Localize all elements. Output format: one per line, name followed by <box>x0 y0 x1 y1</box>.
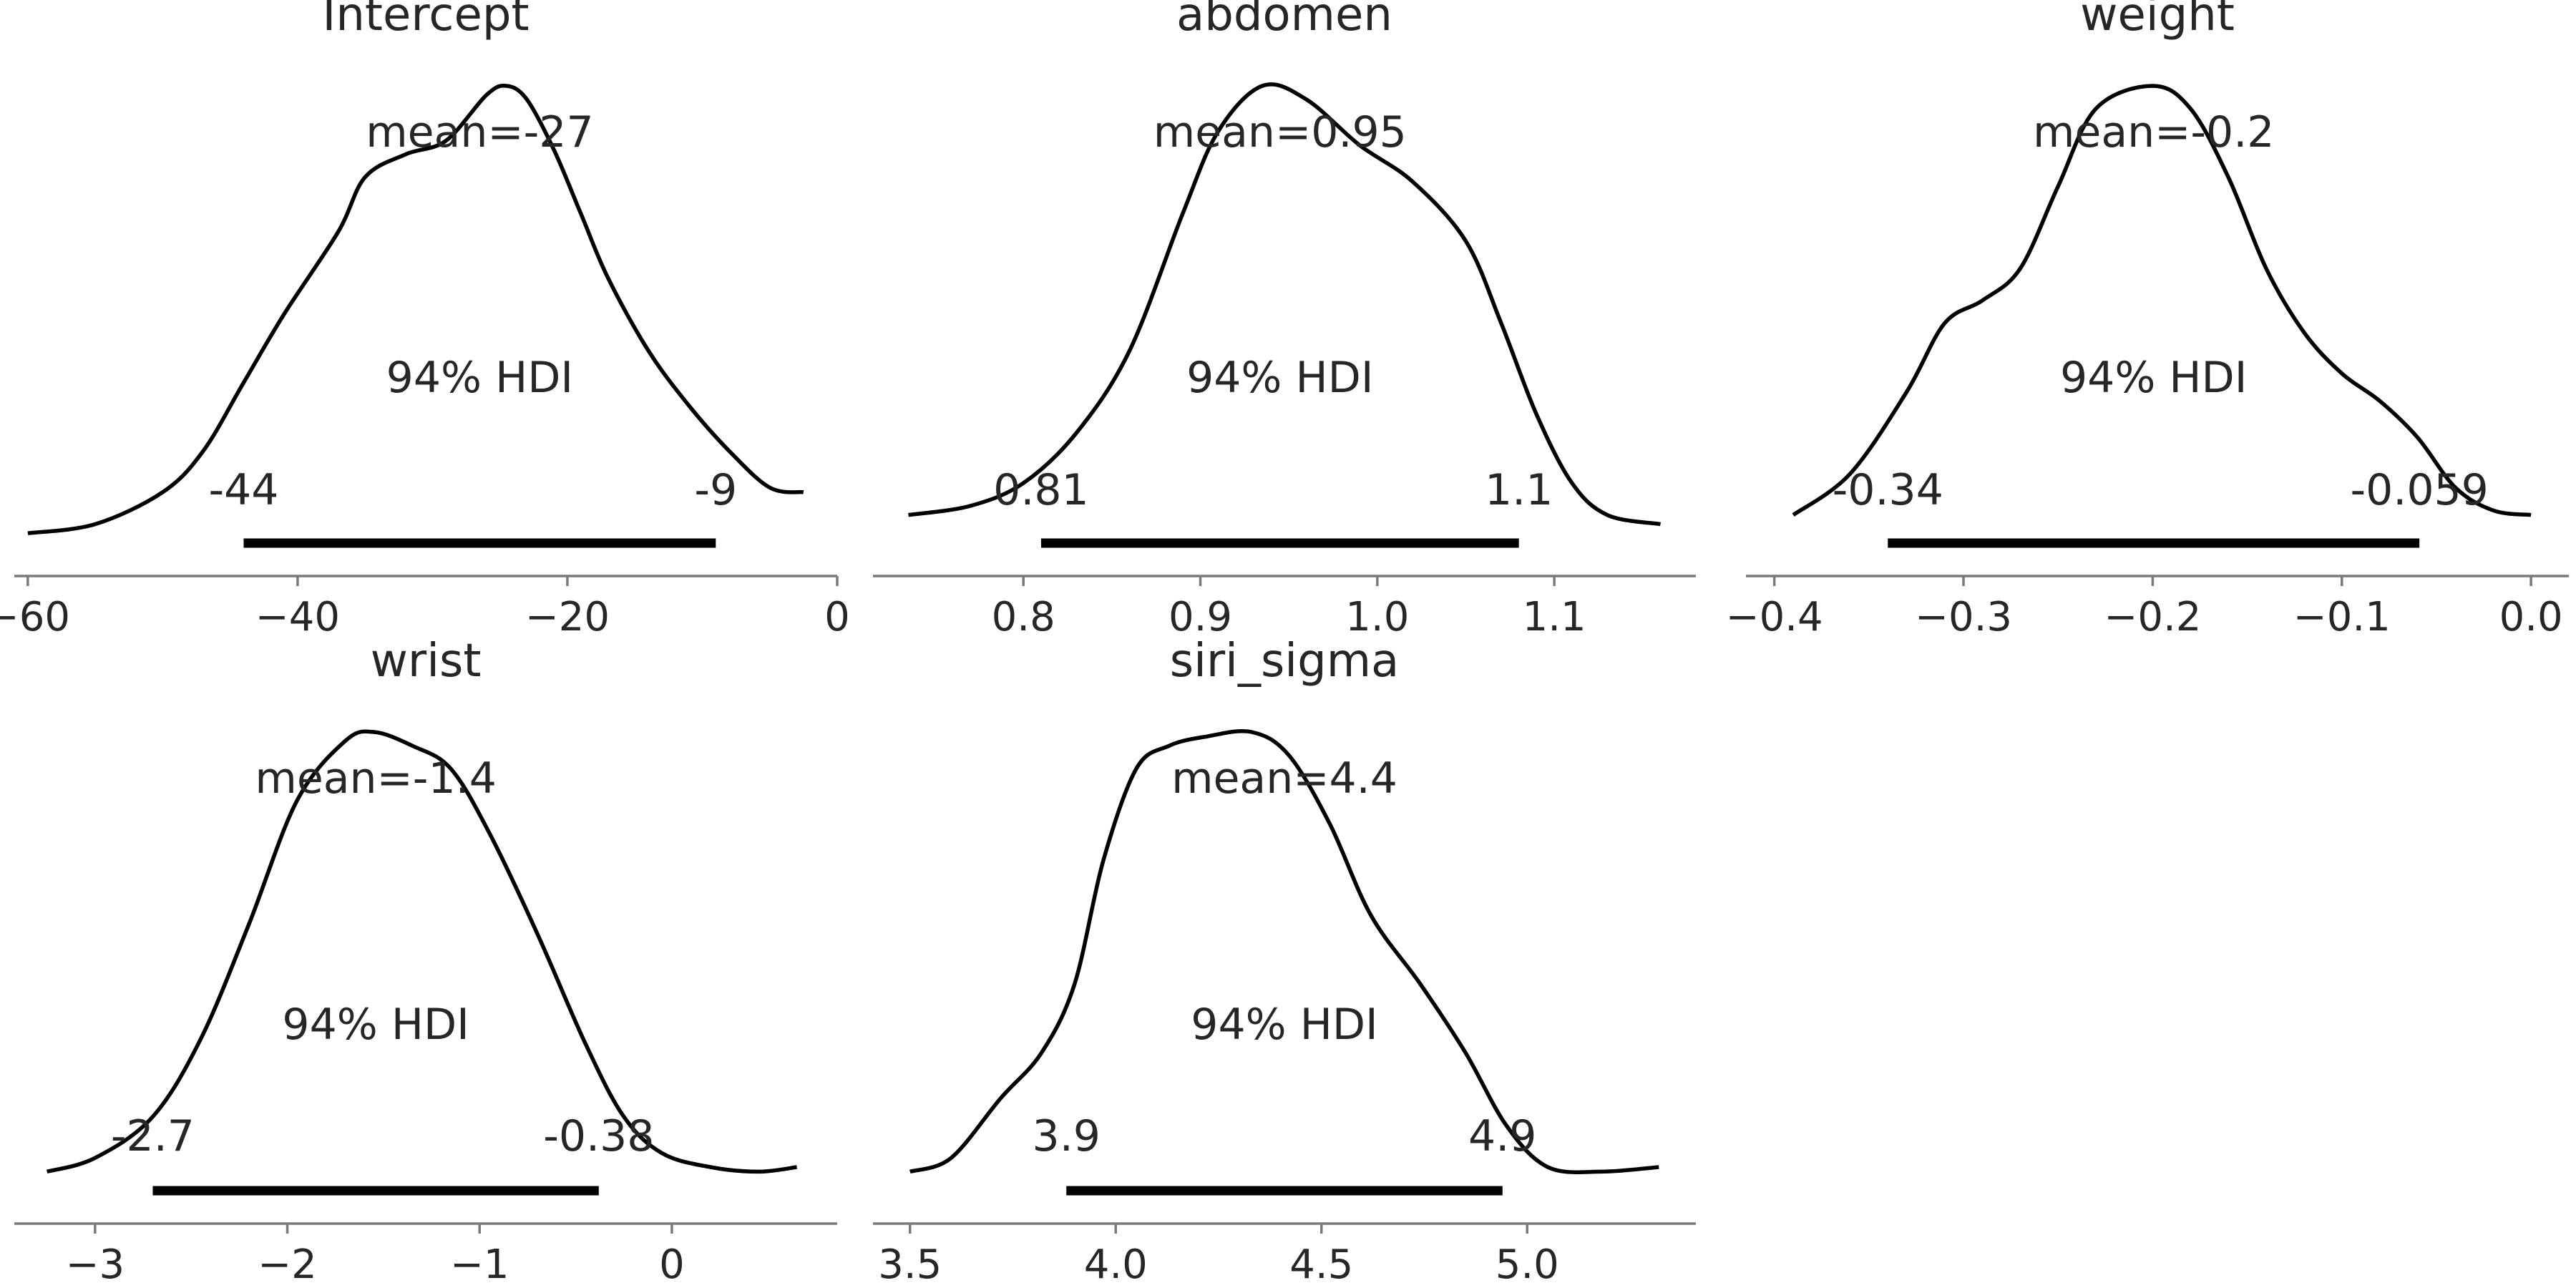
hdi-label: 94% HDI <box>2060 353 2247 403</box>
density-curve <box>908 82 1661 527</box>
density-curve <box>909 728 1659 1175</box>
mean-label: mean=0.95 <box>1153 107 1407 157</box>
mean-label: mean=4.4 <box>1171 753 1397 804</box>
subplot-title: weight <box>2080 0 2235 42</box>
subplot-title: abdomen <box>1176 0 1392 42</box>
x-tick-label: −2 <box>258 1241 317 1288</box>
x-tick-label: −0.2 <box>2104 594 2201 640</box>
hdi-low-label: 3.9 <box>1033 1111 1101 1161</box>
x-tick-label: 0 <box>824 594 850 640</box>
x-tick-label: −0.3 <box>1915 594 2012 640</box>
subplot-title: wrist <box>371 635 482 688</box>
subplot-Intercept: Intercept mean=-27 94% HDI -44 -9 −60 −40 −20 0 <box>0 0 850 640</box>
subplot-wrist: wrist mean=-1.4 94% HDI -2.7 -0.38 −3 −2 −1 0 <box>14 635 837 1288</box>
x-tick-label: 1.1 <box>1523 594 1586 640</box>
x-tick-label: 5.0 <box>1496 1241 1559 1288</box>
x-tick-label: −0.1 <box>2293 594 2391 640</box>
x-tick-label: 4.5 <box>1289 1241 1353 1288</box>
mean-label: mean=-0.2 <box>2033 107 2275 157</box>
subplot-title: siri_sigma <box>1170 635 1400 688</box>
x-tick-label: 1.0 <box>1345 594 1409 640</box>
x-tick-label: −1 <box>450 1241 509 1288</box>
x-tick-label: 3.5 <box>878 1241 942 1288</box>
hdi-high-label: 1.1 <box>1485 465 1553 515</box>
density-curve <box>1792 84 2532 517</box>
hdi-low-label: -2.7 <box>111 1111 195 1161</box>
hdi-high-label: -9 <box>694 465 737 515</box>
subplot-abdomen: abdomen mean=0.95 94% HDI 0.81 1.1 0.8 0.9 1.0 1… <box>873 0 1696 640</box>
x-tick-label: −60 <box>0 594 70 640</box>
x-tick-label: 0 <box>659 1241 685 1288</box>
density-curve <box>46 729 797 1174</box>
hdi-high-label: 4.9 <box>1468 1111 1536 1161</box>
x-tick-label: −0.4 <box>1726 594 1823 640</box>
hdi-low-label: -44 <box>208 465 278 515</box>
subplot-title: Intercept <box>322 0 529 42</box>
subplot-weight: weight mean=-0.2 94% HDI -0.34 -0.059 −0.4 −0.… <box>1726 0 2569 640</box>
hdi-low-label: -0.34 <box>1833 465 1943 515</box>
hdi-label: 94% HDI <box>282 1000 469 1050</box>
x-tick-label: 0.9 <box>1169 594 1232 640</box>
hdi-high-label: -0.059 <box>2350 465 2488 515</box>
hdi-label: 94% HDI <box>386 353 573 403</box>
x-tick-label: 0.0 <box>2499 594 2563 640</box>
mean-label: mean=-27 <box>366 107 593 157</box>
hdi-label: 94% HDI <box>1186 353 1373 403</box>
x-tick-label: −20 <box>525 594 610 640</box>
mean-label: mean=-1.4 <box>255 753 497 804</box>
x-tick-label: 4.0 <box>1084 1241 1148 1288</box>
density-curve <box>27 83 804 535</box>
x-tick-label: −40 <box>255 594 340 640</box>
hdi-low-label: 0.81 <box>993 465 1089 515</box>
subplot-siri-sigma: siri_sigma mean=4.4 94% HDI 3.9 4.9 3.5 4.0 4.5… <box>873 635 1696 1288</box>
x-tick-label: −3 <box>66 1241 125 1288</box>
hdi-high-label: -0.38 <box>543 1111 654 1161</box>
x-tick-label: 0.8 <box>992 594 1055 640</box>
hdi-label: 94% HDI <box>1191 1000 1377 1050</box>
